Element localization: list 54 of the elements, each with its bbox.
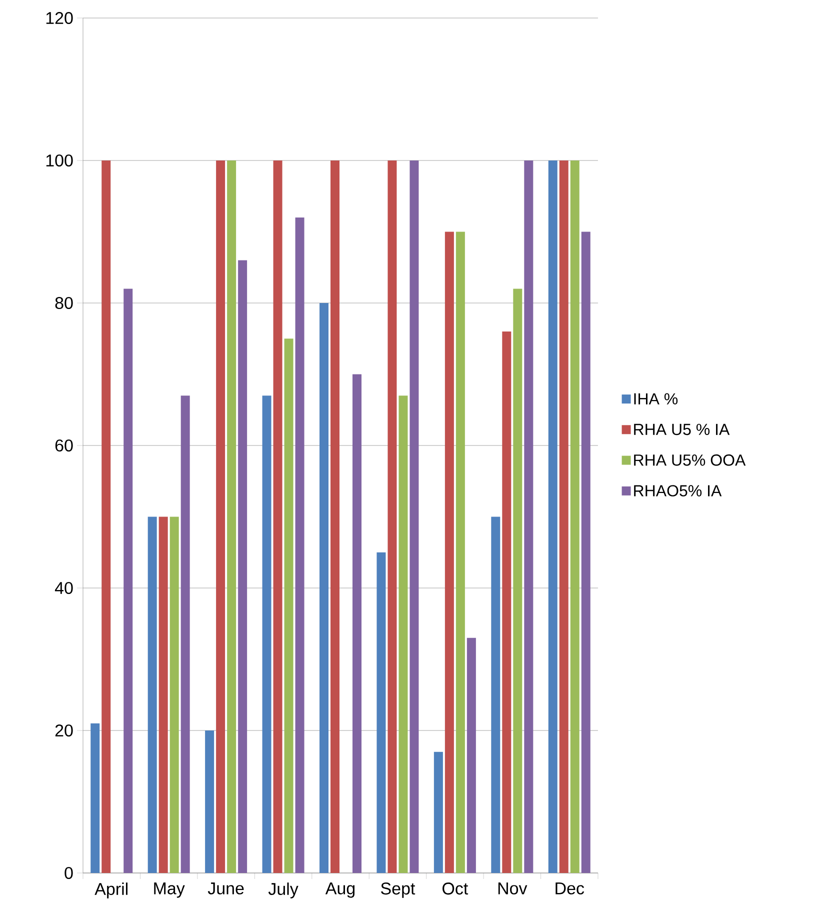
bar [158, 516, 168, 873]
bar [444, 232, 454, 873]
bar [170, 516, 179, 873]
bar [410, 160, 419, 873]
x-tick-label: June [208, 882, 244, 894]
bar [352, 374, 362, 873]
x-tick-label: Nov [498, 882, 528, 894]
y-tick-label: 80 [55, 296, 73, 310]
y-tick-label: 100 [46, 154, 73, 167]
bar [284, 338, 294, 873]
bar [90, 723, 100, 873]
bar [581, 232, 590, 873]
bar [319, 302, 328, 873]
bar [102, 160, 111, 873]
bar [434, 752, 443, 873]
bar [262, 396, 272, 873]
bar [124, 288, 133, 873]
bar [388, 160, 397, 873]
x-tick-label: Dec [556, 882, 584, 894]
bar [491, 516, 500, 873]
y-tick-label: 60 [55, 439, 73, 452]
bar [205, 730, 214, 873]
bar [548, 160, 558, 873]
x-tick-label: Aug [325, 882, 355, 898]
bar [273, 160, 282, 873]
x-tick-label: Oct [442, 882, 468, 895]
legend-label: IHA % [634, 393, 678, 404]
bar [466, 638, 476, 873]
y-tick-label: 40 [54, 582, 73, 594]
bar [180, 396, 190, 873]
x-tick-label: May [154, 882, 185, 898]
bar [216, 160, 226, 873]
y-tick-label: 0 [64, 866, 73, 880]
legend-label: RHA U5% OOA [634, 454, 746, 466]
bar [502, 331, 512, 873]
bar [148, 516, 157, 873]
legend-label: RHAO5% IA [634, 485, 722, 496]
x-tick-label: April [94, 882, 128, 898]
bar [570, 160, 580, 873]
x-tick-label: Sept [381, 882, 416, 898]
x-tick-label: July [268, 882, 298, 898]
y-tick-label: 120 [46, 12, 73, 24]
y-tick-label: 20 [55, 724, 73, 737]
bar [227, 160, 236, 873]
bar [398, 396, 408, 873]
bar [376, 552, 386, 873]
legend-label: RHA U5 % IA [634, 424, 730, 436]
bar [238, 260, 248, 873]
bar [524, 160, 534, 873]
bar [330, 160, 340, 873]
bar [295, 218, 304, 873]
bar [559, 160, 568, 873]
bar [456, 232, 465, 873]
bar [513, 288, 522, 873]
